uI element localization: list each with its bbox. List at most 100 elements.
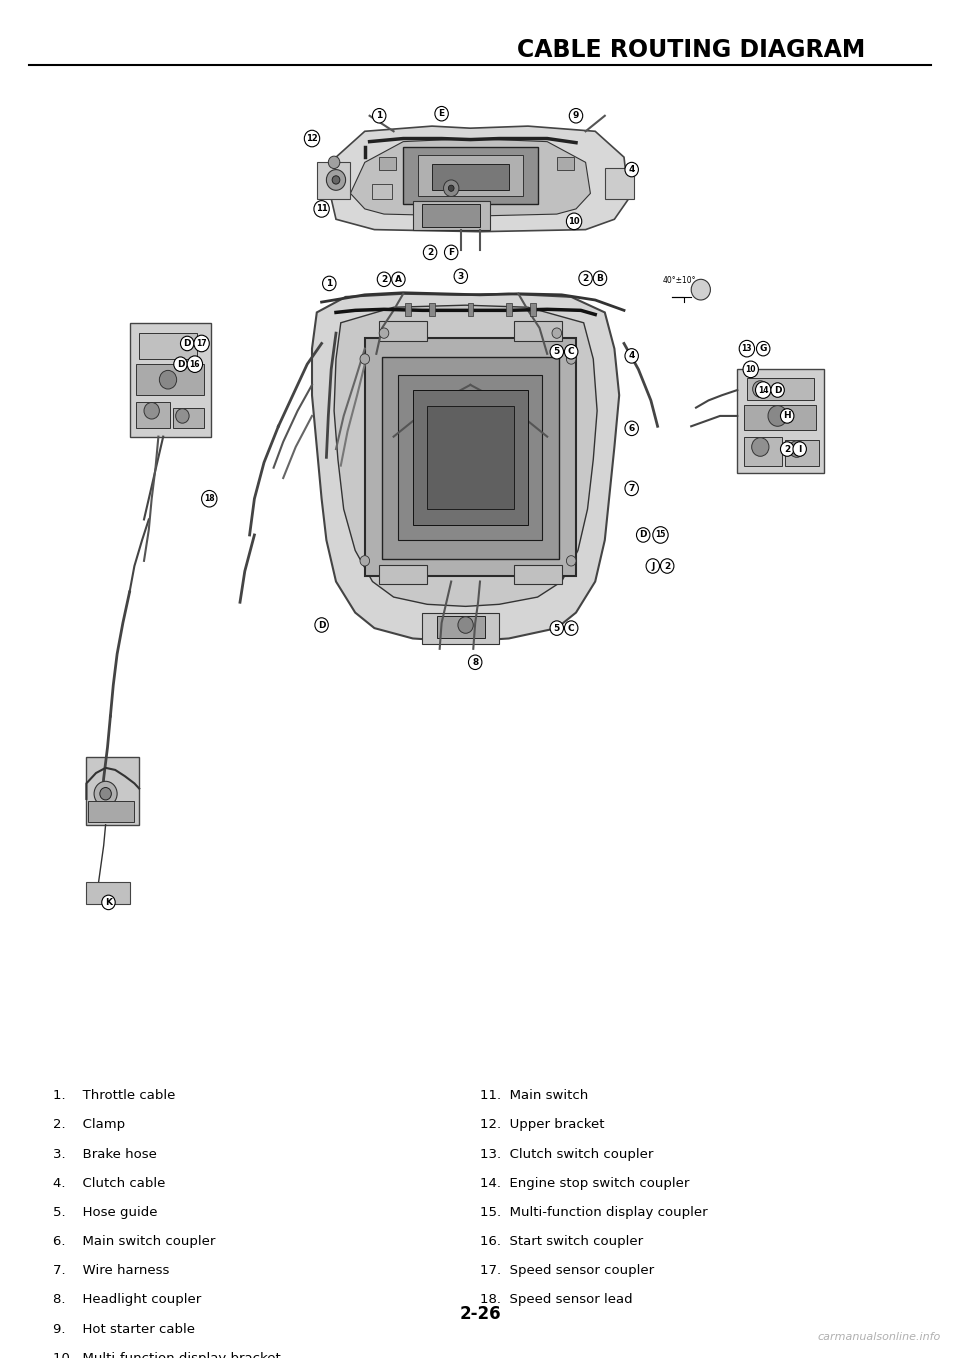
Bar <box>405 303 411 315</box>
Circle shape <box>377 272 391 287</box>
Text: 10: 10 <box>746 365 756 373</box>
Text: J: J <box>651 561 655 570</box>
Text: 3: 3 <box>458 272 464 281</box>
Bar <box>86 758 139 824</box>
Text: 1: 1 <box>326 278 332 288</box>
Bar <box>605 167 634 198</box>
Circle shape <box>180 337 194 350</box>
Text: 13: 13 <box>742 344 752 353</box>
Text: A: A <box>395 274 402 284</box>
Circle shape <box>314 201 329 217</box>
Bar <box>557 158 574 170</box>
Text: 2: 2 <box>381 274 387 284</box>
Text: H: H <box>783 411 791 421</box>
Circle shape <box>194 335 209 352</box>
Circle shape <box>444 246 458 259</box>
Circle shape <box>743 361 758 378</box>
Text: 8.    Headlight coupler: 8. Headlight coupler <box>53 1293 201 1306</box>
Text: 14: 14 <box>758 386 768 395</box>
Circle shape <box>789 441 804 458</box>
Bar <box>136 402 170 428</box>
Bar <box>382 357 559 558</box>
Text: D: D <box>177 360 184 368</box>
Bar <box>86 881 130 904</box>
Circle shape <box>360 555 370 566</box>
Bar <box>747 378 814 401</box>
Text: 17.  Speed sensor coupler: 17. Speed sensor coupler <box>480 1264 654 1278</box>
Text: 14.  Engine stop switch coupler: 14. Engine stop switch coupler <box>480 1176 689 1190</box>
Circle shape <box>756 382 771 398</box>
Text: 2.    Clamp: 2. Clamp <box>53 1119 125 1131</box>
Bar <box>514 320 562 341</box>
Bar <box>173 407 204 428</box>
Text: 2: 2 <box>664 561 670 570</box>
Circle shape <box>328 156 340 168</box>
Bar <box>418 155 523 197</box>
Circle shape <box>569 109 583 124</box>
Circle shape <box>625 481 638 496</box>
Polygon shape <box>334 306 597 607</box>
Circle shape <box>566 354 576 364</box>
Text: 4.    Clutch cable: 4. Clutch cable <box>53 1176 165 1190</box>
Text: 2-26: 2-26 <box>459 1305 501 1323</box>
Bar <box>432 164 509 190</box>
Text: 7: 7 <box>629 483 635 493</box>
Bar <box>413 390 528 524</box>
Text: 3.    Brake hose: 3. Brake hose <box>53 1148 156 1161</box>
Circle shape <box>756 341 770 356</box>
Text: 4: 4 <box>629 352 635 360</box>
Circle shape <box>102 895 115 910</box>
Text: D: D <box>774 386 781 395</box>
Bar <box>422 204 480 227</box>
Text: 16.  Start switch coupler: 16. Start switch coupler <box>480 1236 643 1248</box>
Circle shape <box>454 269 468 284</box>
Circle shape <box>552 327 562 338</box>
Text: 9.    Hot starter cable: 9. Hot starter cable <box>53 1323 195 1336</box>
Text: D: D <box>639 531 647 539</box>
Circle shape <box>174 357 187 372</box>
Text: 18: 18 <box>204 494 215 504</box>
Polygon shape <box>312 293 619 641</box>
Bar <box>427 406 514 509</box>
Circle shape <box>691 280 710 300</box>
Text: 16: 16 <box>190 360 200 368</box>
Bar <box>413 201 490 230</box>
Circle shape <box>566 555 576 566</box>
Circle shape <box>176 409 189 424</box>
Text: D: D <box>318 621 325 630</box>
Text: 6.    Main switch coupler: 6. Main switch coupler <box>53 1236 215 1248</box>
Bar <box>317 163 350 198</box>
Bar <box>744 405 816 430</box>
Circle shape <box>752 437 769 456</box>
Circle shape <box>326 170 346 190</box>
Text: 12.  Upper bracket: 12. Upper bracket <box>480 1119 605 1131</box>
Text: 17: 17 <box>196 340 207 348</box>
Circle shape <box>780 409 794 424</box>
Bar <box>468 303 473 315</box>
Bar <box>88 801 134 822</box>
Text: 10.  Multi-function display bracket: 10. Multi-function display bracket <box>53 1351 280 1358</box>
Text: D: D <box>183 340 191 348</box>
Bar <box>403 147 538 204</box>
Circle shape <box>187 356 203 372</box>
Text: 2: 2 <box>583 274 588 282</box>
Bar <box>530 303 536 315</box>
Text: 4: 4 <box>629 166 635 174</box>
Circle shape <box>392 272 405 287</box>
Circle shape <box>625 349 638 363</box>
Text: 11.  Main switch: 11. Main switch <box>480 1089 588 1103</box>
Text: 18.  Speed sensor lead: 18. Speed sensor lead <box>480 1293 633 1306</box>
Bar <box>139 333 197 359</box>
Circle shape <box>625 163 638 177</box>
Circle shape <box>660 558 674 573</box>
Bar <box>130 323 211 437</box>
Circle shape <box>448 185 454 191</box>
Text: I: I <box>798 444 802 454</box>
Text: 13.  Clutch switch coupler: 13. Clutch switch coupler <box>480 1148 654 1161</box>
Circle shape <box>550 345 564 359</box>
Circle shape <box>372 109 386 124</box>
Text: 1.    Throttle cable: 1. Throttle cable <box>53 1089 175 1103</box>
Circle shape <box>202 490 217 507</box>
Circle shape <box>379 327 389 338</box>
Polygon shape <box>350 139 590 216</box>
